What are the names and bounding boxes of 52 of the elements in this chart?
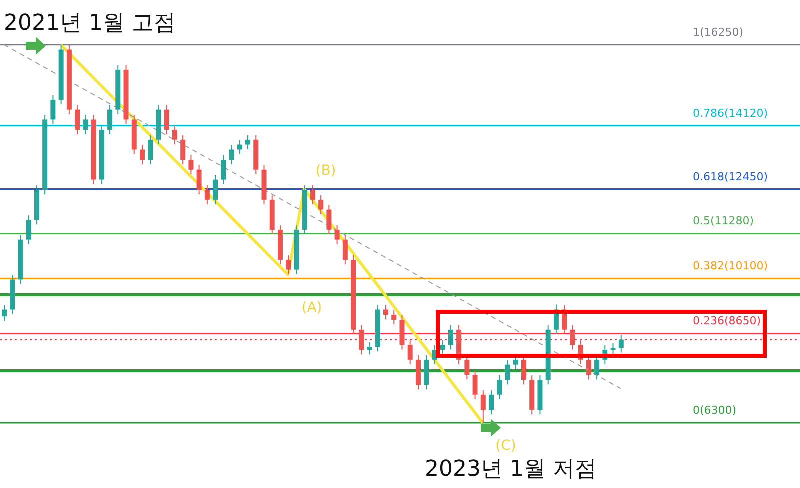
candlestick [140,144,145,166]
annotation: (A) [302,300,322,316]
candlestick [196,164,202,196]
candlestick [610,343,616,356]
candlestick [408,340,413,365]
candlestick [618,334,624,354]
candlestick [489,390,494,416]
ref-line-label: 1(16250) [693,26,744,39]
ref-line-label: 0.618(12450) [693,170,768,184]
candlestick [570,324,576,350]
candlestick [75,104,80,136]
candlestick [367,342,372,356]
candlestick [50,94,56,125]
candlestick [334,224,340,245]
ref-line-label: 0.236(8650) [693,314,762,328]
candlestick [180,134,186,166]
candlestick [448,324,454,350]
annotation: (B) [316,163,336,179]
annotation: (C) [496,438,516,454]
ref-line-label: 0(6300) [693,404,737,418]
annotation: 2021년 1월 고점 [4,11,176,36]
candlestick [213,174,218,205]
ref-line-label: 0.786(14120) [693,106,768,120]
candlestick [480,390,486,424]
candlestick [83,114,88,136]
candlestick [359,324,364,356]
candlestick [229,144,234,166]
candlestick [237,140,242,155]
ref-line-label: 0.382(10100) [693,260,768,273]
candlestick [392,310,397,326]
candlestick [108,104,113,136]
candlestick [286,254,292,275]
candlestick [204,184,210,205]
candlestick [342,234,348,266]
candlestick [383,304,388,320]
candlestick [472,370,478,400]
candlestick [221,154,226,185]
candlestick [148,134,154,166]
candlestick [172,124,178,145]
candlestick [164,104,170,136]
candlestick [2,304,7,322]
candlestick [497,375,502,400]
candlestick [26,214,32,245]
candlestick [246,134,251,150]
candlestick [318,194,324,215]
candlestick [310,184,316,205]
annotation: 2023년 1월 저점 [425,457,597,482]
candlestick [326,204,332,235]
candlestick [440,340,446,356]
ref-line-label: 0.5(11280) [693,214,754,228]
candlestick [188,154,194,175]
candlestick [505,360,510,386]
